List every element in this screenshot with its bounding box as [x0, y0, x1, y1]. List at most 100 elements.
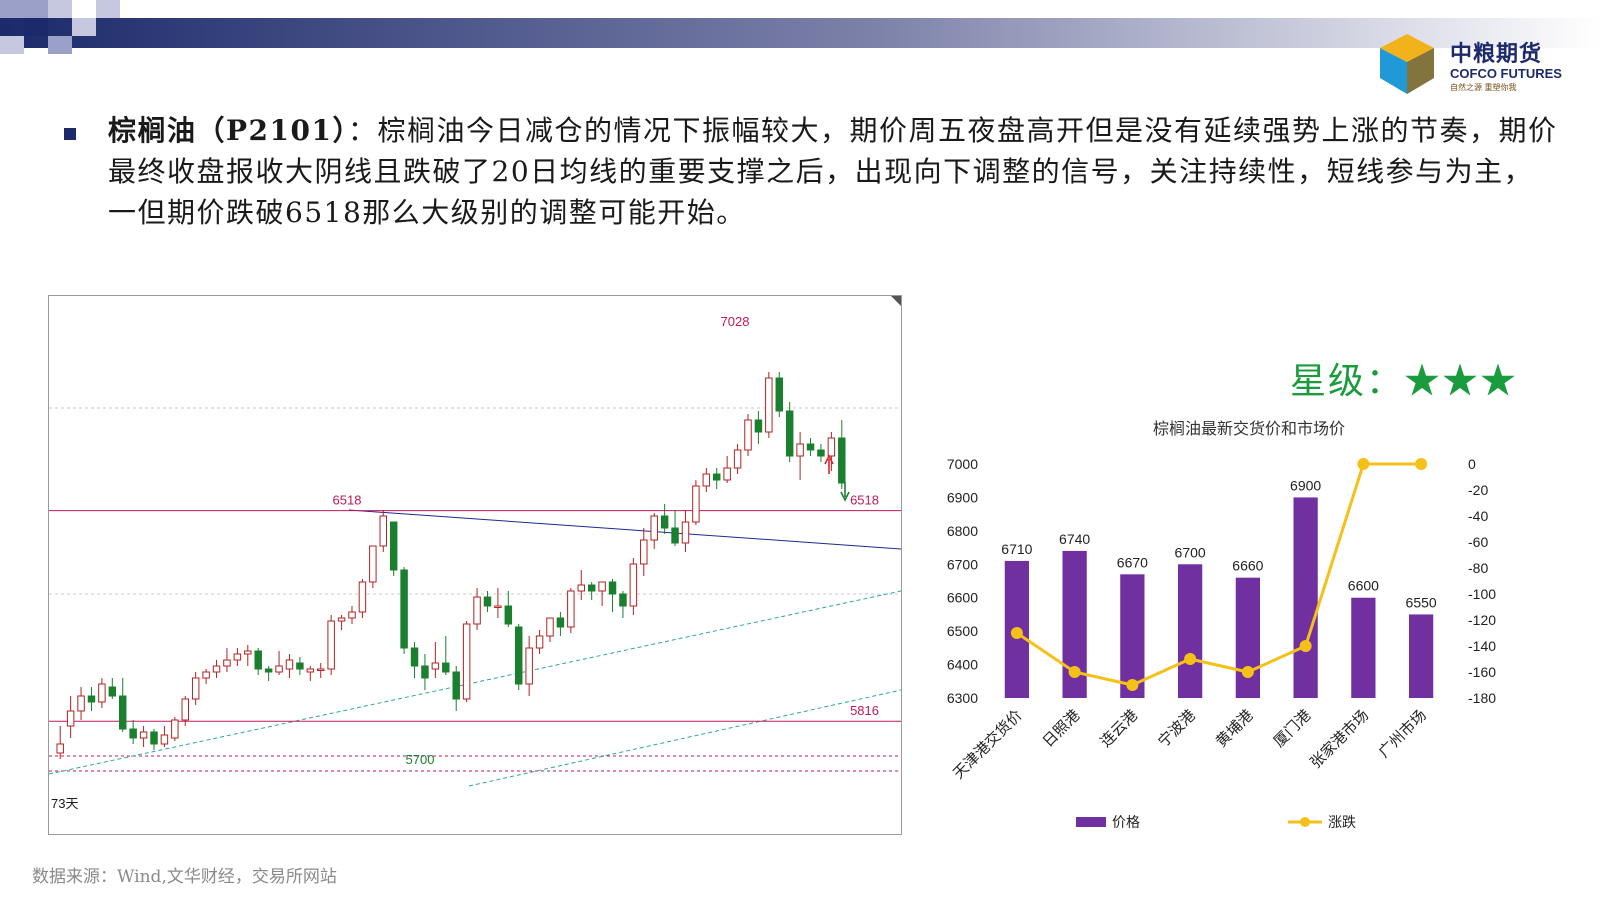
bar — [1235, 577, 1261, 698]
candlestick — [379, 510, 387, 552]
candle-body — [587, 584, 596, 592]
candle-body — [494, 605, 502, 608]
low-label: 5700 — [406, 752, 435, 767]
line-point — [1241, 666, 1254, 678]
candle-body — [358, 581, 367, 613]
brand-name-en: COFCO FUTURES — [1450, 66, 1562, 81]
y-left-tick-label: 6700 — [947, 556, 978, 572]
candlestick — [212, 660, 221, 678]
candle-body — [254, 650, 262, 670]
header-banner — [0, 0, 1600, 54]
bar-value-label: 6660 — [1232, 558, 1263, 574]
candlestick — [608, 579, 617, 612]
bar-value-label: 6710 — [1001, 541, 1032, 557]
bar — [1120, 574, 1145, 698]
line-point — [1299, 640, 1312, 652]
candlestick — [233, 648, 242, 666]
candle-body — [827, 437, 836, 457]
candlestick — [619, 591, 627, 618]
candlestick — [410, 642, 419, 678]
candle-body — [233, 653, 242, 661]
trend-line — [468, 689, 901, 787]
candle-body — [150, 731, 158, 745]
line-point — [1184, 653, 1197, 665]
candle-body — [754, 419, 763, 433]
candlestick — [358, 579, 367, 618]
candle-body — [671, 527, 679, 544]
high-label: 7028 — [721, 314, 750, 329]
legend-line-label: 涨跌 — [1328, 815, 1356, 831]
bar — [1293, 497, 1318, 698]
price-chart: 棕榈油最新交货价和市场价 6300 6400 6500 6600 6700 6800 6900… — [947, 419, 1496, 831]
candlestick — [525, 636, 533, 696]
y-left-tick-label: 6900 — [947, 489, 978, 505]
candlestick — [254, 648, 262, 675]
candle-body — [285, 659, 294, 670]
commentary-paragraph: 棕榈油（P2101）：棕榈油今日减仓的情况下振幅较大，期价周五夜盘高开但是没有延… — [108, 110, 1558, 233]
candlestick — [598, 581, 606, 606]
candle-body — [629, 563, 638, 607]
candlestick — [462, 621, 471, 702]
candle-body — [108, 686, 117, 697]
candle-body — [775, 377, 783, 412]
candlestick — [785, 402, 794, 462]
candle-body — [817, 449, 825, 457]
candle-body — [119, 695, 127, 730]
y-left-tick-label: 6800 — [947, 523, 978, 539]
up-arrow-icon — [824, 454, 834, 474]
x-tick-label: 天津港交货价 — [949, 706, 1025, 782]
candle-body — [598, 581, 606, 592]
candlestick — [160, 726, 169, 747]
down-arrow-icon — [840, 482, 850, 502]
candle-body — [431, 662, 440, 670]
resistance-label-left: 6518 — [333, 493, 362, 508]
bar — [1408, 614, 1434, 698]
candlestick — [567, 588, 575, 633]
candlestick — [733, 444, 742, 474]
candlestick — [442, 636, 450, 675]
candle-body — [692, 485, 700, 523]
candlestick — [66, 696, 75, 738]
y-right-tick-label: -160 — [1468, 664, 1496, 680]
rating: 星级：★★★ — [1290, 352, 1518, 404]
y-right-tick-label: -140 — [1468, 638, 1496, 654]
candlestick — [181, 696, 189, 726]
candle-body — [223, 659, 231, 667]
y-left-tick-label: 6300 — [947, 690, 978, 706]
y-left-tick-label: 6400 — [947, 657, 978, 673]
candlestick — [744, 414, 752, 456]
candle-body — [202, 671, 210, 679]
candlestick — [650, 513, 658, 549]
candle-body — [462, 623, 471, 700]
x-tick-label: 日照港 — [1039, 706, 1084, 751]
candlestick — [556, 612, 565, 636]
candlestick — [129, 720, 137, 744]
candlestick — [202, 669, 210, 684]
candle-body — [702, 473, 711, 487]
candlestick — [98, 678, 106, 708]
header-square — [0, 36, 24, 54]
candle-body — [66, 710, 75, 727]
candle-body — [452, 671, 460, 700]
candlestick — [483, 591, 492, 612]
candle-body — [681, 521, 690, 544]
candle-body — [806, 443, 815, 451]
candle-body — [379, 515, 387, 547]
brand-name-cn: 中粮期货 — [1450, 42, 1543, 67]
candlestick — [191, 672, 200, 705]
candlestick — [723, 456, 731, 483]
candlestick — [389, 521, 398, 576]
y-left-tick-label: 6500 — [947, 623, 978, 639]
candlestick — [171, 717, 179, 741]
x-tick-label: 宁波港 — [1154, 706, 1199, 751]
candlestick — [264, 666, 273, 681]
legend-bar-swatch — [1076, 817, 1106, 827]
candlestick — [577, 570, 585, 600]
candle-body — [369, 545, 377, 583]
candle-body — [275, 665, 283, 673]
candlestick — [817, 444, 825, 462]
candlestick — [139, 726, 148, 747]
candle-body — [129, 728, 137, 739]
y-right-tick-label: -80 — [1468, 560, 1488, 576]
candlestick — [56, 726, 64, 759]
